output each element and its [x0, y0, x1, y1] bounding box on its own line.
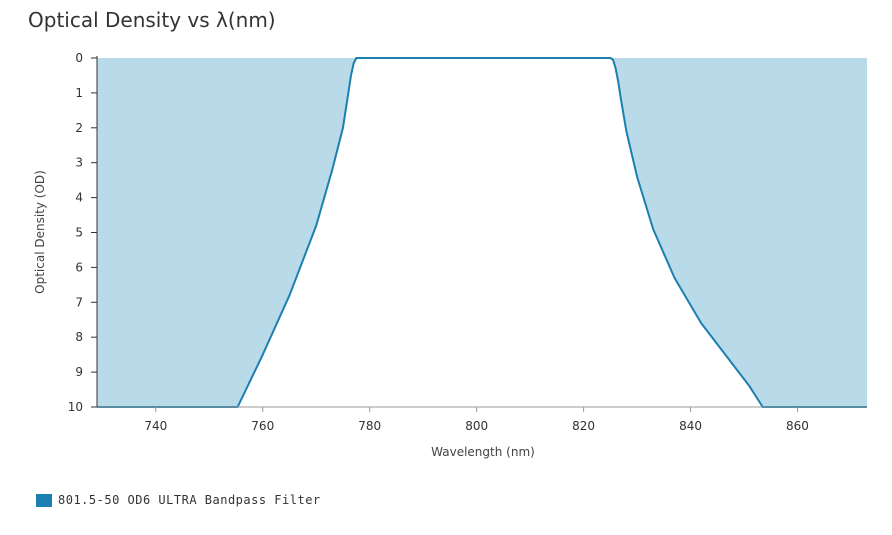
x-tick-label: 760: [251, 419, 274, 433]
y-tick-label: 1: [75, 86, 83, 100]
y-tick-label: 7: [75, 295, 83, 309]
y-tick-label: 2: [75, 121, 83, 135]
series-line: [97, 57, 867, 408]
y-tick-label: 9: [75, 365, 83, 379]
x-tick-label: 820: [572, 419, 595, 433]
x-tick-label: 840: [679, 419, 702, 433]
x-axis-label: Wavelength (nm): [431, 445, 535, 459]
y-tick-label: 10: [68, 400, 83, 414]
x-tick-label: 860: [786, 419, 809, 433]
y-tick-label: 3: [75, 156, 83, 170]
x-tick-label: 740: [144, 419, 167, 433]
y-tick-label: 0: [75, 51, 83, 65]
x-tick-label: 780: [358, 419, 381, 433]
y-axis-label: Optical Density (OD): [33, 170, 47, 294]
chart-title: Optical Density vs λ(nm): [28, 8, 276, 32]
legend-label: 801.5-50 OD6 ULTRA Bandpass Filter: [58, 493, 321, 507]
y-tick-label: 6: [75, 260, 83, 274]
passband-fill: [97, 58, 867, 407]
legend[interactable]: 801.5-50 OD6 ULTRA Bandpass Filter: [36, 493, 321, 507]
y-tick-label: 4: [75, 191, 83, 205]
y-tick-label: 5: [75, 226, 83, 240]
legend-swatch: [36, 493, 52, 507]
x-tick-label: 800: [465, 419, 488, 433]
y-tick-label: 8: [75, 330, 83, 344]
